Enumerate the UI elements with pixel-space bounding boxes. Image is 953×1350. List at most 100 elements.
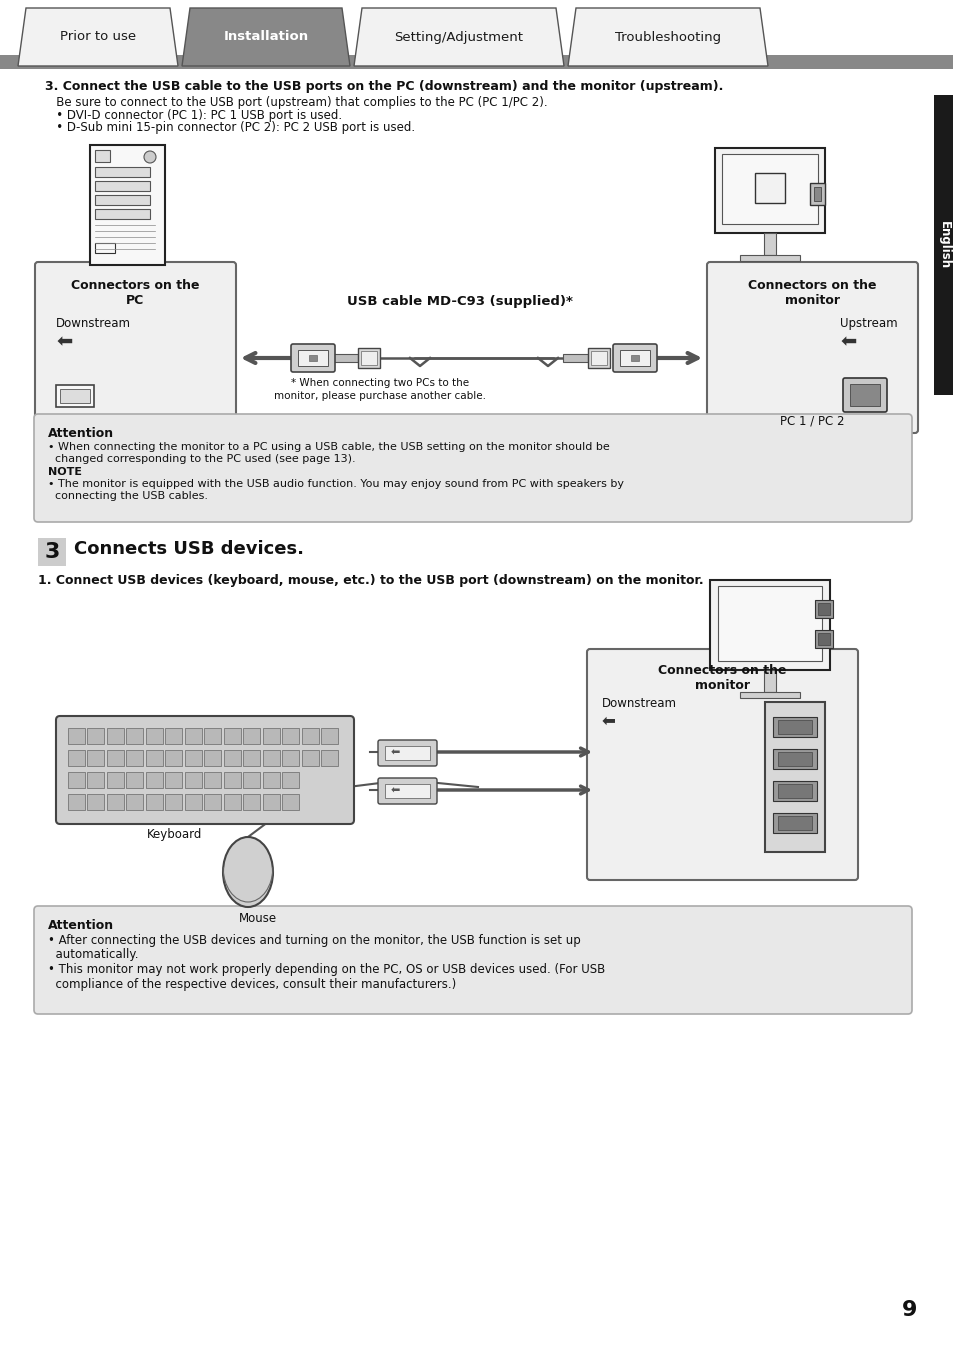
Bar <box>321 728 338 744</box>
Text: PC 1 / PC 2: PC 1 / PC 2 <box>780 414 843 428</box>
Bar <box>185 794 202 810</box>
Text: Connects USB devices.: Connects USB devices. <box>74 540 304 558</box>
Bar <box>763 670 775 693</box>
Bar <box>590 351 606 364</box>
Bar <box>95 209 150 219</box>
Bar <box>127 751 143 765</box>
Bar <box>56 385 94 406</box>
Bar <box>282 772 299 788</box>
FancyBboxPatch shape <box>34 414 911 522</box>
Text: Connectors on the
monitor: Connectors on the monitor <box>658 664 786 693</box>
Bar <box>282 751 299 765</box>
Bar <box>385 784 430 798</box>
Text: ⬅: ⬅ <box>390 786 399 796</box>
Text: compliance of the respective devices, consult their manufacturers.): compliance of the respective devices, co… <box>48 977 456 991</box>
Polygon shape <box>567 8 767 66</box>
Text: changed corresponding to the PC used (see page 13).: changed corresponding to the PC used (se… <box>48 454 355 464</box>
Text: ⬅: ⬅ <box>601 711 616 730</box>
Bar <box>263 794 280 810</box>
Bar <box>204 772 221 788</box>
Text: Installation: Installation <box>223 31 308 43</box>
Bar <box>95 150 110 162</box>
Bar <box>302 728 318 744</box>
Bar <box>714 148 824 234</box>
FancyBboxPatch shape <box>842 378 886 412</box>
Text: • After connecting the USB devices and turning on the monitor, the USB function : • After connecting the USB devices and t… <box>48 934 580 946</box>
FancyBboxPatch shape <box>90 144 165 265</box>
Bar <box>185 728 202 744</box>
Bar <box>224 772 241 788</box>
Text: Connectors on the
PC: Connectors on the PC <box>71 279 199 306</box>
Bar <box>95 167 150 177</box>
Text: monitor, please purchase another cable.: monitor, please purchase another cable. <box>274 392 485 401</box>
Text: Setting/Adjustment: Setting/Adjustment <box>395 31 523 43</box>
Bar <box>146 728 163 744</box>
Text: USB cable MD-C93 (supplied)*: USB cable MD-C93 (supplied)* <box>347 296 573 308</box>
Bar <box>718 586 821 662</box>
Text: Prior to use: Prior to use <box>60 31 136 43</box>
Text: Mouse: Mouse <box>238 913 276 925</box>
Bar <box>243 794 260 810</box>
Bar <box>309 355 316 360</box>
Bar <box>204 728 221 744</box>
Bar <box>302 751 318 765</box>
Bar <box>243 772 260 788</box>
Bar <box>297 350 328 366</box>
Text: • This monitor may not work properly depending on the PC, OS or USB devices used: • This monitor may not work properly dep… <box>48 963 604 976</box>
Bar <box>357 348 379 369</box>
Bar <box>88 794 105 810</box>
Bar <box>814 599 832 618</box>
Text: Troubleshooting: Troubleshooting <box>615 31 720 43</box>
Text: * When connecting two PCs to the: * When connecting two PCs to the <box>291 378 469 387</box>
Text: • When connecting the monitor to a PC using a USB cable, the USB setting on the : • When connecting the monitor to a PC us… <box>48 441 609 452</box>
Polygon shape <box>182 8 350 66</box>
Bar <box>127 728 143 744</box>
Bar <box>243 728 260 744</box>
Text: English: English <box>937 221 949 269</box>
Text: Connectors on the
monitor: Connectors on the monitor <box>747 279 876 306</box>
Bar <box>754 173 784 202</box>
Bar <box>107 728 124 744</box>
FancyBboxPatch shape <box>377 778 436 805</box>
Bar <box>165 794 182 810</box>
Text: automatically.: automatically. <box>48 948 138 961</box>
Bar <box>849 383 879 406</box>
Bar <box>165 728 182 744</box>
Bar <box>68 794 85 810</box>
Bar <box>224 794 241 810</box>
FancyBboxPatch shape <box>34 906 911 1014</box>
Bar <box>68 751 85 765</box>
Bar <box>263 751 280 765</box>
Text: Downstream: Downstream <box>601 697 677 710</box>
Bar <box>204 751 221 765</box>
Text: 1. Connect USB devices (keyboard, mouse, etc.) to the USB port (downstream) on t: 1. Connect USB devices (keyboard, mouse,… <box>38 574 703 587</box>
Text: ⬅: ⬅ <box>840 332 856 351</box>
FancyBboxPatch shape <box>291 344 335 373</box>
Bar <box>817 603 829 616</box>
Bar <box>587 348 609 369</box>
Bar <box>630 355 639 360</box>
Bar <box>321 751 338 765</box>
Text: connecting the USB cables.: connecting the USB cables. <box>48 491 208 501</box>
Bar <box>562 354 587 362</box>
Polygon shape <box>354 8 563 66</box>
Bar <box>772 813 816 833</box>
Bar <box>146 772 163 788</box>
Text: ⬅: ⬅ <box>56 332 72 351</box>
Text: • D-Sub mini 15-pin connector (PC 2): PC 2 USB port is used.: • D-Sub mini 15-pin connector (PC 2): PC… <box>45 122 415 134</box>
Text: ⬅: ⬅ <box>390 748 399 757</box>
Bar <box>185 751 202 765</box>
Bar <box>763 234 775 255</box>
Bar <box>740 255 800 261</box>
Text: Upstream: Upstream <box>840 317 897 329</box>
Text: 9: 9 <box>902 1300 917 1320</box>
Bar <box>740 693 800 698</box>
FancyBboxPatch shape <box>35 262 235 433</box>
Bar <box>127 794 143 810</box>
Bar <box>933 95 953 396</box>
Bar <box>224 728 241 744</box>
Text: 3: 3 <box>44 541 60 562</box>
Bar <box>263 772 280 788</box>
Bar <box>263 728 280 744</box>
Ellipse shape <box>223 837 273 907</box>
